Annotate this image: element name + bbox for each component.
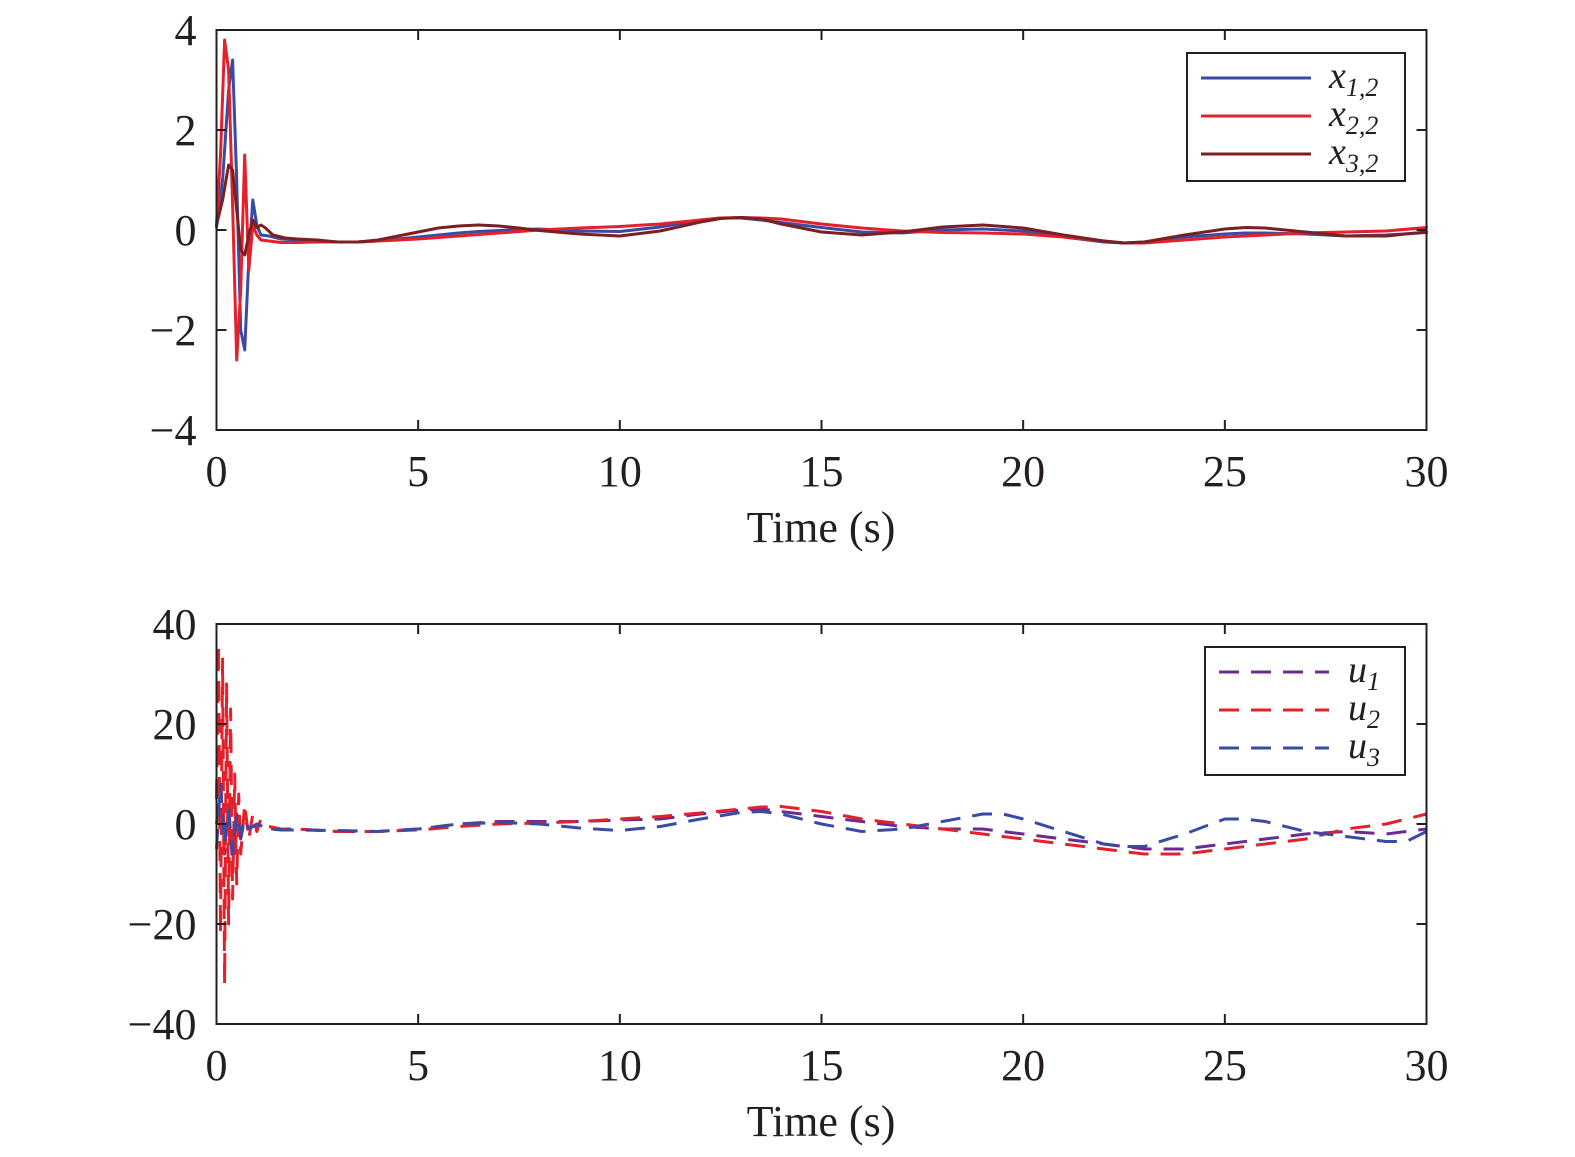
y-tick-label: 20 bbox=[153, 700, 197, 749]
x-tick-label: 10 bbox=[598, 447, 642, 496]
x-tick-label: 30 bbox=[1405, 447, 1449, 496]
x-axis-label-bottom: Time (s) bbox=[747, 1097, 896, 1146]
ticks-top: 0 5 10 15 20 25 30 −4 −2 0 2 4 bbox=[150, 6, 1449, 496]
x-tick-label: 25 bbox=[1203, 447, 1247, 496]
x-tick-label: 5 bbox=[407, 447, 429, 496]
x-tick-label: 0 bbox=[206, 447, 228, 496]
x-tick-label: 15 bbox=[800, 447, 844, 496]
series-line-u2 bbox=[215, 642, 1427, 986]
x-tick-label: 30 bbox=[1405, 1041, 1449, 1090]
y-tick-label: 4 bbox=[175, 6, 197, 55]
y-tick-label: 2 bbox=[175, 106, 197, 155]
x-tick-label: 0 bbox=[206, 1041, 228, 1090]
y-tick-label: −2 bbox=[150, 306, 197, 355]
series-line-x3-2 bbox=[215, 163, 1428, 257]
legend-top: x1,2x2,2x3,2 bbox=[1186, 52, 1406, 182]
series-line-u1 bbox=[215, 782, 1427, 866]
y-tick-label: 40 bbox=[153, 600, 197, 649]
y-tick-label: 0 bbox=[175, 206, 197, 255]
x-tick-label: 10 bbox=[598, 1041, 642, 1090]
x-tick-label: 5 bbox=[407, 1041, 429, 1090]
x-tick-label: 15 bbox=[800, 1041, 844, 1090]
y-tick-label: 0 bbox=[175, 800, 197, 849]
x-tick-label: 20 bbox=[1001, 447, 1045, 496]
x-tick-label: 25 bbox=[1203, 1041, 1247, 1090]
y-tick-label: −40 bbox=[128, 1000, 197, 1049]
series-layer-top bbox=[215, 38, 1428, 362]
series-line-u3 bbox=[215, 782, 1428, 856]
x-tick-label: 20 bbox=[1001, 1041, 1045, 1090]
series-layer-bottom bbox=[215, 642, 1428, 986]
chart-top: 0 5 10 15 20 25 30 −4 −2 0 2 4 Time (s) x1,2x2,2x3,… bbox=[150, 6, 1449, 552]
y-tick-label: −4 bbox=[150, 406, 197, 455]
ticks-bottom: 0 5 10 15 20 25 30 −40 −20 0 20 40 bbox=[128, 600, 1449, 1090]
y-tick-label: −20 bbox=[128, 900, 197, 949]
x-axis-label-top: Time (s) bbox=[747, 503, 896, 552]
